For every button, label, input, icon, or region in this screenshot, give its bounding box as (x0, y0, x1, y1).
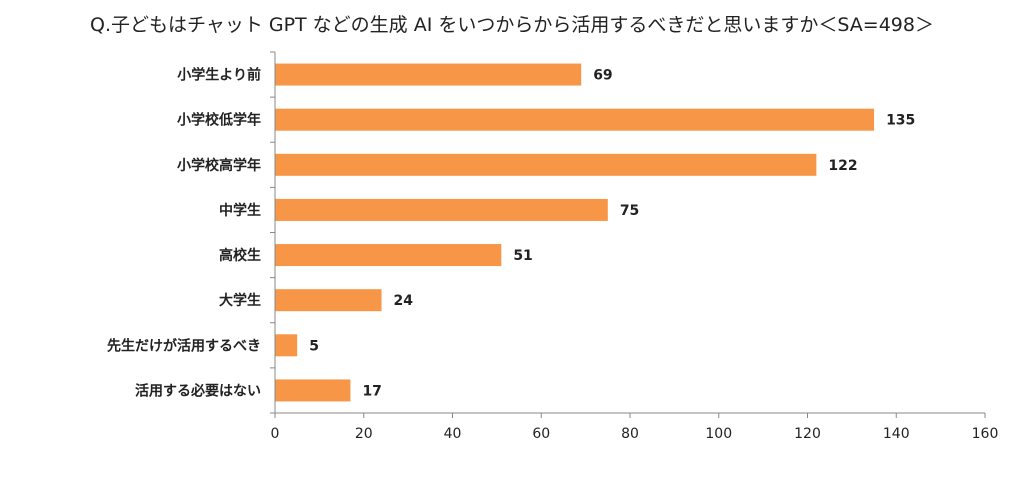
value-label-5: 24 (394, 293, 414, 309)
category-label-0: 小学生より前 (177, 67, 261, 84)
value-label-7: 17 (362, 383, 381, 399)
chart-title: Q.子どもはチャット GPT などの生成 AI をいつからから活用するべきだと思… (90, 14, 934, 36)
axis-group (270, 51, 986, 418)
bar-6 (275, 334, 298, 357)
category-label-2: 小学校高学年 (177, 157, 261, 174)
bar-4 (275, 244, 502, 267)
x-tick-label-1: 20 (355, 426, 373, 442)
category-label-5: 大学生 (219, 292, 261, 309)
x-tick-label-3: 60 (532, 426, 550, 442)
bars-group (275, 63, 875, 402)
category-label-4: 高校生 (219, 247, 261, 264)
labels-group: 小学生より前 69 小学校低学年 135 小学校高学年 122 中学生 75 高校生 51 大学生 2… (107, 67, 998, 442)
x-tick-label-5: 100 (705, 426, 732, 442)
value-label-6: 5 (309, 338, 319, 354)
bar-0 (275, 63, 582, 86)
bar-3 (275, 198, 608, 221)
bar-2 (275, 153, 817, 176)
value-label-1: 135 (886, 113, 915, 129)
value-label-0: 69 (593, 68, 612, 84)
category-label-6: 先生だけが活用するべき (107, 337, 261, 354)
x-tick-label-8: 160 (972, 426, 999, 442)
x-tick-label-0: 0 (271, 426, 280, 442)
x-tick-label-7: 140 (883, 426, 910, 442)
bar-7 (275, 379, 351, 402)
x-tick-label-6: 120 (794, 426, 821, 442)
category-label-7: 活用する必要はない (135, 382, 261, 399)
value-label-3: 75 (620, 203, 639, 219)
bar-5 (275, 289, 382, 312)
category-label-3: 中学生 (219, 202, 261, 219)
x-tick-label-2: 40 (444, 426, 462, 442)
value-label-4: 51 (513, 248, 532, 264)
bar-1 (275, 108, 875, 131)
category-label-1: 小学校低学年 (177, 112, 261, 129)
value-label-2: 122 (828, 158, 857, 174)
x-tick-label-4: 80 (621, 426, 639, 442)
